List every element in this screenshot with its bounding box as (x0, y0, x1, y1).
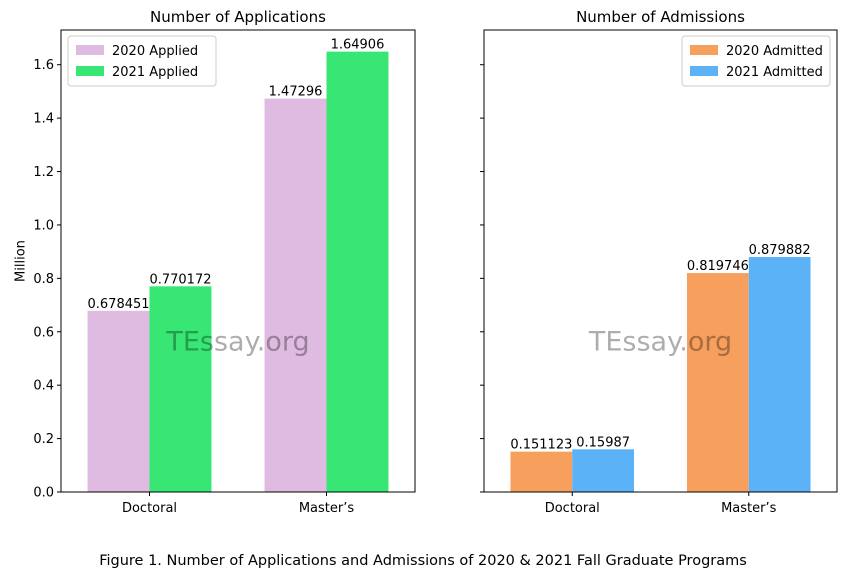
legend-box (681, 35, 831, 87)
bar-admissions-s0-c0 (510, 451, 573, 492)
legend-swatch (76, 66, 104, 76)
bar-value-label: 0.770172 (149, 272, 211, 287)
y-tick-label: 0.8 (33, 272, 54, 287)
plot-frame (60, 29, 416, 493)
x-tick-label: Master’s (299, 501, 355, 516)
x-tick-label: Master’s (721, 501, 777, 516)
bar-applications-s0-c0 (87, 310, 150, 492)
bar-applications-s1-c1 (326, 51, 389, 492)
legend-swatch (690, 66, 718, 76)
bar-value-label: 1.64906 (331, 38, 385, 53)
bar-value-label: 0.151123 (510, 438, 572, 453)
watermark-text: TEssay.org (165, 326, 309, 357)
y-tick-label: 0.2 (33, 432, 54, 447)
y-tick-label: 1.4 (33, 112, 54, 127)
watermark-text: TEssay.org (588, 326, 732, 357)
y-tick-label: 0.6 (33, 325, 54, 340)
figure-caption: Figure 1. Number of Applications and Adm… (99, 553, 747, 569)
chart-title: Number of Admissions (576, 8, 745, 26)
bar-value-label: 0.879882 (749, 243, 811, 258)
x-tick-label: Doctoral (122, 501, 177, 516)
y-tick-label: 1.2 (33, 165, 54, 180)
legend-label: 2021 Applied (112, 65, 198, 80)
legend-label: 2020 Admitted (726, 44, 823, 59)
legend-swatch (76, 45, 104, 55)
y-tick-label: 0.4 (33, 379, 54, 394)
bar-value-label: 0.15987 (576, 435, 630, 450)
bar-admissions-s1-c0 (572, 449, 635, 492)
legend-box (67, 35, 217, 87)
bar-value-label: 0.819746 (687, 259, 749, 274)
legend-label: 2021 Admitted (726, 65, 823, 80)
bar-applications-s1-c0 (149, 286, 212, 492)
y-axis-label: Million (14, 240, 29, 282)
y-tick-label: 0.0 (33, 486, 54, 501)
bar-applications-s0-c1 (264, 98, 327, 492)
chart-title: Number of Applications (150, 8, 326, 26)
legend-swatch (690, 45, 718, 55)
x-tick-label: Doctoral (545, 501, 600, 516)
bar-admissions-s0-c1 (686, 273, 749, 492)
chart-figure: 0.678451 1.47296 0.770172 1.64906 TEssay.org… (14, 8, 838, 516)
plot-frame (483, 29, 838, 493)
bar-admissions-s1-c1 (748, 257, 811, 492)
bar-value-label: 1.47296 (269, 85, 323, 100)
legend-label: 2020 Applied (112, 44, 198, 59)
y-tick-label: 1.6 (33, 58, 54, 73)
bar-value-label: 0.678451 (88, 297, 150, 312)
y-tick-label: 1.0 (33, 218, 54, 233)
